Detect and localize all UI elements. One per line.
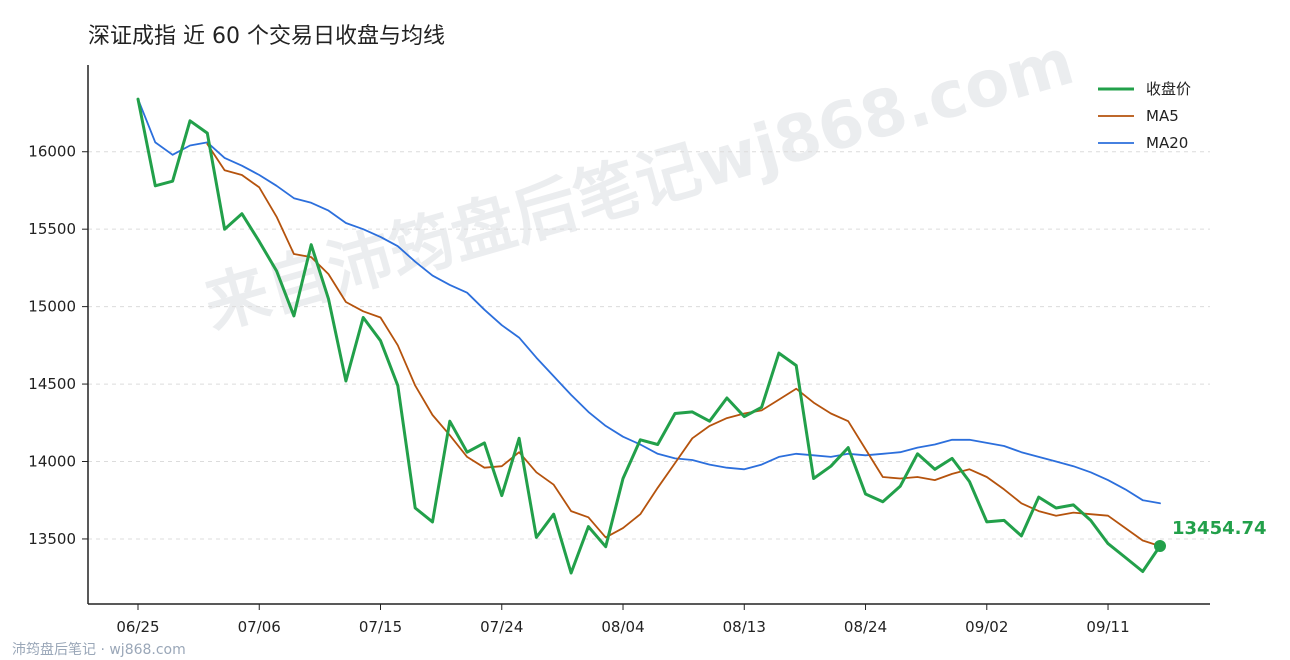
legend: 收盘价 MA5 MA20 — [1098, 80, 1191, 152]
x-tick-label: 08/24 — [844, 618, 887, 636]
axes: 13500 14000 14500 15000 15500 16000 06/25 07/06… — [28, 65, 1210, 636]
footer-source: 沛筠盘后笔记 · wj868.com — [12, 642, 186, 658]
y-tick-label: 14500 — [28, 375, 76, 393]
grid-lines — [88, 151, 1210, 540]
x-tick-label: 08/13 — [723, 618, 766, 636]
x-tick-label: 07/06 — [238, 618, 281, 636]
last-point-marker — [1154, 539, 1166, 552]
legend-label: MA20 — [1146, 134, 1188, 152]
x-tick-label: 09/11 — [1086, 618, 1129, 636]
legend-label: MA5 — [1146, 107, 1179, 125]
y-tick-label: 15000 — [28, 298, 76, 316]
chart-title: 深证成指 近 60 个交易日收盘与均线 — [88, 24, 445, 49]
x-tick-label: 07/15 — [359, 618, 402, 636]
series-line-ma20 — [137, 98, 1161, 505]
series-lines — [136, 97, 1162, 575]
watermark: 来自沛筠盘后笔记wj868.com — [197, 25, 1082, 344]
x-tick-label: 06/25 — [116, 618, 159, 636]
x-tick-label: 09/02 — [965, 618, 1008, 636]
x-tick-label: 08/04 — [601, 618, 644, 636]
series-line-ma5 — [206, 143, 1161, 547]
y-tick-label: 14000 — [28, 453, 76, 471]
last-value-annotation: 13454.74 — [1154, 518, 1267, 552]
series-line-close — [136, 97, 1162, 575]
y-tick-label: 16000 — [28, 143, 76, 161]
last-value-label: 13454.74 — [1172, 518, 1267, 539]
x-tick-label: 07/24 — [480, 618, 523, 636]
y-tick-label: 15500 — [28, 220, 76, 238]
y-tick-label: 13500 — [28, 530, 76, 548]
legend-label: 收盘价 — [1146, 80, 1191, 98]
watermark-text: 来自沛筠盘后笔记wj868.com — [197, 25, 1082, 344]
